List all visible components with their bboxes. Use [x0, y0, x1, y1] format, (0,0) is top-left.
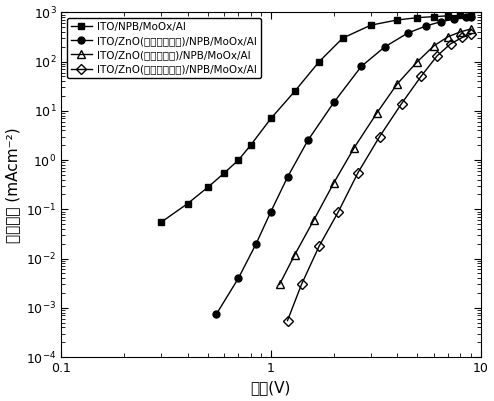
- ITO/ZnO(未交联，浸泡)/NPB/MoOx/Al: [468, 14, 474, 19]
- Line: ITO/ZnO(交联，未浸泡)/NPB/MoOx/Al: ITO/ZnO(交联，未浸泡)/NPB/MoOx/Al: [284, 31, 474, 324]
- ITO/NPB/MoOx/Al: [340, 36, 346, 41]
- ITO/ZnO(未交联，浸泡)/NPB/MoOx/Al: [236, 276, 242, 281]
- ITO/ZnO(交联，浸泡)/NPB/MoOx/Al: [414, 59, 420, 64]
- ITO/NPB/MoOx/Al: [468, 12, 474, 17]
- ITO/ZnO(交联，浸泡)/NPB/MoOx/Al: [394, 82, 400, 87]
- ITO/NPB/MoOx/Al: [268, 116, 274, 121]
- ITO/ZnO(交联，浸泡)/NPB/MoOx/Al: [431, 43, 437, 48]
- ITO/ZnO(未交联，浸泡)/NPB/MoOx/Al: [452, 17, 457, 22]
- ITO/ZnO(未交联，浸泡)/NPB/MoOx/Al: [423, 24, 429, 28]
- ITO/NPB/MoOx/Al: [316, 59, 322, 64]
- ITO/NPB/MoOx/Al: [394, 18, 400, 22]
- ITO/ZnO(交联，未浸泡)/NPB/MoOx/Al: [316, 243, 322, 248]
- ITO/ZnO(未交联，浸泡)/NPB/MoOx/Al: [358, 64, 364, 69]
- ITO/ZnO(交联，浸泡)/NPB/MoOx/Al: [445, 34, 451, 39]
- ITO/ZnO(未交联，浸泡)/NPB/MoOx/Al: [405, 30, 411, 35]
- X-axis label: 电压(V): 电压(V): [251, 381, 291, 395]
- ITO/ZnO(交联，未浸泡)/NPB/MoOx/Al: [468, 32, 474, 36]
- ITO/ZnO(未交联，浸泡)/NPB/MoOx/Al: [438, 19, 444, 24]
- ITO/NPB/MoOx/Al: [247, 143, 253, 148]
- ITO/ZnO(未交联，浸泡)/NPB/MoOx/Al: [268, 209, 274, 214]
- ITO/ZnO(交联，未浸泡)/NPB/MoOx/Al: [418, 74, 424, 79]
- ITO/ZnO(未交联，浸泡)/NPB/MoOx/Al: [253, 241, 259, 246]
- ITO/ZnO(交联，未浸泡)/NPB/MoOx/Al: [298, 282, 304, 287]
- ITO/NPB/MoOx/Al: [185, 201, 191, 206]
- ITO/NPB/MoOx/Al: [457, 13, 463, 18]
- ITO/ZnO(交联，未浸泡)/NPB/MoOx/Al: [434, 54, 440, 59]
- ITO/NPB/MoOx/Al: [205, 185, 211, 190]
- Legend: ITO/NPB/MoOx/Al, ITO/ZnO(未交联，浸泡)/NPB/MoOx/Al, ITO/ZnO(交联，浸泡)/NPB/MoOx/Al, ITO/Zn: ITO/NPB/MoOx/Al, ITO/ZnO(未交联，浸泡)/NPB/MoO…: [67, 18, 261, 79]
- ITO/ZnO(交联，未浸泡)/NPB/MoOx/Al: [459, 35, 465, 40]
- ITO/ZnO(交联，浸泡)/NPB/MoOx/Al: [331, 180, 337, 185]
- Line: ITO/ZnO(交联，浸泡)/NPB/MoOx/Al: ITO/ZnO(交联，浸泡)/NPB/MoOx/Al: [276, 25, 475, 288]
- ITO/ZnO(未交联，浸泡)/NPB/MoOx/Al: [463, 15, 469, 20]
- ITO/ZnO(未交联，浸泡)/NPB/MoOx/Al: [305, 138, 311, 143]
- ITO/ZnO(未交联，浸泡)/NPB/MoOx/Al: [285, 175, 290, 180]
- ITO/NPB/MoOx/Al: [368, 23, 374, 28]
- ITO/ZnO(交联，未浸泡)/NPB/MoOx/Al: [376, 134, 382, 139]
- Line: ITO/ZnO(未交联，浸泡)/NPB/MoOx/Al: ITO/ZnO(未交联，浸泡)/NPB/MoOx/Al: [213, 13, 474, 318]
- ITO/ZnO(交联，浸泡)/NPB/MoOx/Al: [277, 282, 283, 287]
- ITO/NPB/MoOx/Al: [159, 220, 165, 225]
- ITO/ZnO(交联，浸泡)/NPB/MoOx/Al: [374, 111, 380, 115]
- Line: ITO/NPB/MoOx/Al: ITO/NPB/MoOx/Al: [158, 11, 474, 226]
- Y-axis label: 电流密度 (mAcm⁻²): 电流密度 (mAcm⁻²): [5, 127, 21, 243]
- ITO/ZnO(交联，浸泡)/NPB/MoOx/Al: [457, 30, 463, 34]
- ITO/ZnO(未交联，浸泡)/NPB/MoOx/Al: [382, 45, 388, 49]
- ITO/ZnO(交联，未浸泡)/NPB/MoOx/Al: [285, 318, 290, 323]
- ITO/ZnO(未交联，浸泡)/NPB/MoOx/Al: [331, 100, 337, 105]
- ITO/ZnO(交联，未浸泡)/NPB/MoOx/Al: [399, 101, 405, 106]
- ITO/ZnO(交联，浸泡)/NPB/MoOx/Al: [351, 145, 357, 150]
- ITO/ZnO(交联，未浸泡)/NPB/MoOx/Al: [448, 41, 453, 46]
- ITO/NPB/MoOx/Al: [414, 15, 420, 20]
- ITO/ZnO(未交联，浸泡)/NPB/MoOx/Al: [213, 312, 219, 316]
- ITO/ZnO(交联，浸泡)/NPB/MoOx/Al: [292, 252, 298, 257]
- ITO/ZnO(交联，未浸泡)/NPB/MoOx/Al: [335, 209, 341, 214]
- ITO/NPB/MoOx/Al: [445, 13, 451, 18]
- ITO/NPB/MoOx/Al: [431, 14, 437, 19]
- ITO/ZnO(交联，未浸泡)/NPB/MoOx/Al: [355, 170, 361, 175]
- ITO/ZnO(交联，浸泡)/NPB/MoOx/Al: [468, 26, 474, 31]
- ITO/NPB/MoOx/Al: [292, 89, 298, 94]
- ITO/NPB/MoOx/Al: [221, 170, 227, 175]
- ITO/ZnO(交联，浸泡)/NPB/MoOx/Al: [311, 218, 317, 223]
- ITO/NPB/MoOx/Al: [236, 158, 242, 162]
